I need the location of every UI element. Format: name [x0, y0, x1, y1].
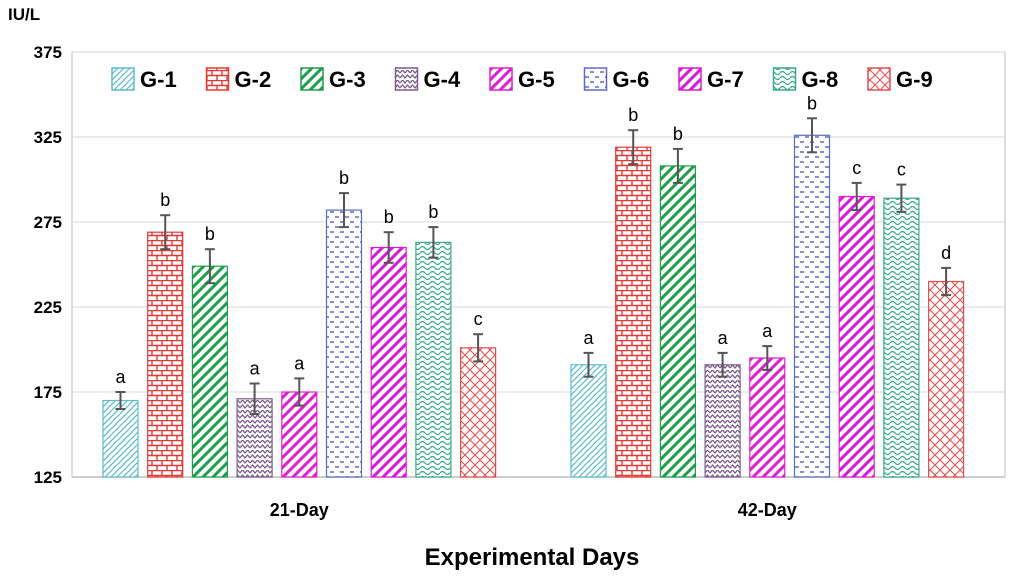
bar-g-3-21-day	[191, 265, 228, 478]
error-bar	[941, 266, 952, 297]
x-axis-title: Experimental Days	[425, 544, 640, 571]
significance-letter: b	[628, 105, 638, 125]
error-bar	[672, 147, 683, 184]
legend: G-1 G-2 G-3 G-4 G-5 G-6 G-7 G-8 G-9	[111, 67, 933, 92]
bar-g-2-42-day	[615, 146, 652, 478]
legend-swatch-g-6	[583, 67, 608, 91]
bar-g-5-42-day	[749, 357, 786, 478]
legend-swatch-g-8	[772, 67, 797, 91]
error-bar	[628, 129, 639, 166]
significance-letter: a	[718, 328, 729, 348]
error-bar	[249, 382, 260, 416]
bar-g-4-42-day	[704, 364, 741, 478]
y-tick-label: 125	[34, 468, 62, 487]
y-tick-label: 175	[34, 383, 62, 402]
significance-letter: c	[897, 160, 906, 180]
legend-label: G-9	[896, 67, 933, 92]
legend-swatch-g-2	[205, 67, 230, 91]
bar-g-9-42-day	[927, 280, 965, 478]
error-bar	[160, 214, 171, 251]
significance-letter: b	[205, 224, 215, 244]
x-category-label: 42-Day	[738, 500, 797, 520]
bar-g-8-42-day	[883, 197, 920, 478]
significance-letter: b	[428, 202, 438, 222]
bar-g-2-21-day	[147, 231, 184, 478]
legend-label: G-1	[140, 67, 177, 92]
y-tick-label: 275	[34, 213, 62, 232]
bar-g-7-42-day	[838, 195, 875, 478]
significance-letter: d	[941, 243, 951, 263]
legend-label: G-7	[707, 67, 744, 92]
legend-label: G-6	[613, 67, 650, 92]
error-bar	[339, 192, 349, 229]
legend-label: G-2	[235, 67, 272, 92]
significance-letter: b	[339, 168, 349, 188]
legend-swatch-g-4	[394, 67, 419, 91]
error-bar	[115, 391, 126, 410]
legend-label: G-5	[518, 67, 555, 92]
bar-g-5-21-day	[281, 391, 318, 478]
x-category-label: 21-Day	[270, 500, 329, 520]
error-bar	[851, 181, 862, 212]
bar-g-1-42-day	[570, 364, 607, 478]
error-bar	[717, 351, 728, 378]
significance-letter: a	[250, 359, 261, 379]
significance-letter: a	[583, 328, 594, 348]
significance-letter: a	[115, 367, 126, 387]
bar-g-7-21-day	[370, 246, 407, 478]
bar-g-4-21-day	[236, 398, 273, 478]
significance-letter: b	[807, 93, 817, 113]
legend-swatch-g-7	[678, 67, 702, 91]
bar-g-3-42-day	[659, 165, 697, 478]
significance-letter: c	[852, 158, 861, 178]
bar-g-8-21-day	[415, 241, 452, 478]
error-bar	[428, 226, 439, 259]
significance-letter: b	[673, 124, 683, 144]
error-bar	[294, 377, 305, 407]
legend-label: G-3	[329, 67, 366, 92]
significance-letter: b	[384, 207, 394, 227]
error-bar	[807, 117, 817, 154]
bar-g-6-21-day	[325, 209, 363, 478]
error-bar	[204, 248, 215, 285]
legend-swatch-g-1	[111, 67, 135, 91]
legend-swatch-g-9	[867, 67, 891, 91]
significance-letter: b	[160, 190, 170, 210]
legend-swatch-g-5	[489, 67, 513, 91]
bar-g-1-21-day	[102, 399, 139, 478]
bar-g-6-42-day	[793, 134, 831, 478]
legend-swatch-g-3	[300, 67, 324, 91]
error-bar	[383, 231, 394, 264]
legend-label: G-4	[424, 67, 461, 92]
significance-letter: a	[294, 353, 305, 373]
significance-letter: c	[474, 309, 483, 329]
error-bar	[583, 351, 594, 378]
legend-label: G-8	[802, 67, 839, 92]
y-tick-label: 325	[34, 128, 62, 147]
y-tick-label: 225	[34, 298, 62, 317]
y-tick-label: 375	[34, 43, 62, 62]
significance-letter: a	[762, 321, 773, 341]
bar-g-9-21-day	[460, 347, 497, 478]
error-bar	[473, 333, 484, 363]
error-bar	[896, 183, 907, 213]
error-bar	[762, 345, 773, 371]
y-axis-unit-label: IU/L	[8, 5, 40, 24]
